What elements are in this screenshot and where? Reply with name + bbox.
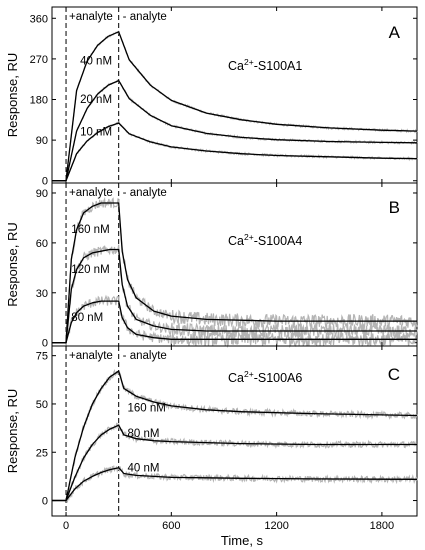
- series-label: 120 nM: [71, 264, 109, 276]
- y-tick-label: 50: [36, 399, 48, 411]
- series-label: 20 nM: [80, 94, 112, 106]
- phase-label-association: +analyte: [69, 11, 113, 23]
- y-axis-label: Response, RU: [5, 389, 20, 474]
- plot-frame: [51, 345, 418, 517]
- series-fit-line: [52, 467, 418, 502]
- protein-label: Ca2+-S100A6: [228, 369, 302, 385]
- protein-label: Ca2+-S100A1: [228, 57, 302, 73]
- series-label: 160 nM: [127, 403, 165, 415]
- y-tick-label: 90: [36, 188, 48, 200]
- series-label: 160 nM: [71, 224, 109, 236]
- series-fit-line: [52, 202, 417, 344]
- y-tick-label: 0: [42, 176, 48, 188]
- series-raw-data: [65, 464, 418, 504]
- y-tick-label: 360: [30, 13, 48, 25]
- y-tick-label: 0: [42, 496, 48, 508]
- series-label: 80 nM: [127, 428, 159, 440]
- series-fit-line: [52, 424, 417, 502]
- protein-label: Ca2+-S100A4: [228, 232, 302, 248]
- x-tick-label: 1200: [264, 520, 288, 532]
- x-axis-label: Time, s: [221, 533, 264, 548]
- y-tick-label: 25: [36, 447, 48, 459]
- series-label: 40 nM: [127, 463, 159, 475]
- series-label: 80 nM: [71, 312, 103, 324]
- series-label: 10 nM: [80, 127, 112, 139]
- x-tick-label: 600: [162, 520, 180, 532]
- phase-label-dissociation: - analyte: [123, 11, 167, 23]
- series-fit-line: [52, 79, 418, 182]
- phase-label-association: +analyte: [69, 187, 113, 199]
- series-label: 40 nM: [80, 55, 112, 67]
- series-fit-line: [52, 122, 418, 182]
- phase-label-dissociation: - analyte: [123, 187, 167, 199]
- series-raw-data: [65, 369, 418, 500]
- y-axis-label: Response, RU: [5, 222, 20, 307]
- panel-letter: C: [388, 365, 400, 384]
- y-tick-label: 180: [30, 95, 48, 107]
- y-tick-label: 0: [42, 338, 48, 350]
- y-tick-label: 90: [36, 135, 48, 147]
- x-tick-label: 1800: [370, 520, 394, 532]
- series-fit-line: [52, 248, 417, 344]
- phase-label-dissociation: - analyte: [123, 350, 167, 362]
- y-tick-label: 270: [30, 54, 48, 66]
- series-fit-line: [52, 31, 418, 182]
- panel-letter: B: [389, 198, 400, 217]
- series-fit-line: [52, 300, 417, 344]
- x-tick-label: 0: [63, 520, 69, 532]
- series-raw-data: [65, 422, 418, 502]
- phase-label-association: +analyte: [69, 350, 113, 362]
- y-axis-label: Response, RU: [5, 53, 20, 138]
- series-fit-line: [52, 370, 418, 502]
- y-tick-label: 30: [36, 288, 48, 300]
- y-tick-label: 60: [36, 238, 48, 250]
- panel-letter: A: [389, 23, 401, 42]
- panel-a: 0 90 180 270 360 Response, RU +analyte - analyt…: [5, 6, 418, 188]
- panel-c: 0 25 50 75 0 600 1200 1800 Response, RU +analyte -…: [5, 345, 418, 532]
- y-tick-label: 75: [36, 351, 48, 363]
- panel-b: 0 30 60 90 Response, RU +analyte - analyte B Ca2…: [5, 182, 418, 350]
